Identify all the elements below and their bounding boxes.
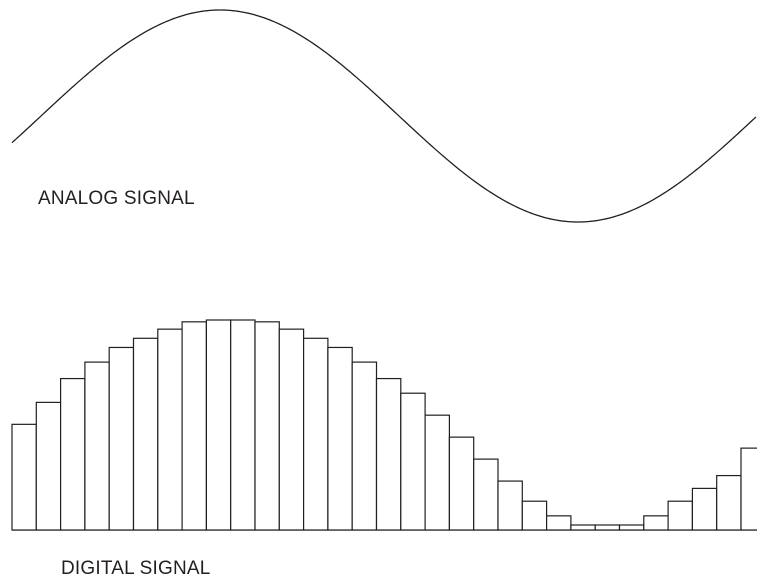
digital-bar-21 xyxy=(497,480,523,531)
digital-bar-5 xyxy=(108,346,135,531)
digital-bar-14 xyxy=(327,346,353,531)
analog-sine-wave xyxy=(11,9,757,223)
digital-bar-7 xyxy=(157,328,183,531)
digital-bar-6 xyxy=(132,337,159,531)
digital-bar-15 xyxy=(351,361,378,531)
digital-bar-12 xyxy=(278,328,305,531)
analog-signal xyxy=(11,9,757,223)
digital-bar-17 xyxy=(400,392,426,531)
digital-bar-3 xyxy=(59,377,86,531)
digital-bar-30 xyxy=(716,474,742,531)
digital-bar-28 xyxy=(667,500,693,531)
digital-bar-27 xyxy=(643,515,669,531)
digital-bar-20 xyxy=(473,458,499,531)
digital-bar-18 xyxy=(424,414,451,531)
digital-bar-8 xyxy=(181,321,208,531)
digital-bar-23 xyxy=(545,515,572,531)
digital-bar-25 xyxy=(594,524,621,531)
digital-bar-26 xyxy=(618,524,645,531)
digital-bar-1 xyxy=(11,423,37,531)
digital-bar-29 xyxy=(691,487,718,531)
digital-bar-31 xyxy=(740,447,757,531)
digital-bar-24 xyxy=(570,524,596,531)
digital-bar-9 xyxy=(205,319,232,531)
digital-bar-16 xyxy=(375,377,402,531)
digital-signal xyxy=(11,319,757,531)
digital-bar-2 xyxy=(35,401,62,531)
digital-bar-11 xyxy=(254,321,280,531)
digital-signal-label: DIGITAL SIGNAL xyxy=(61,558,211,579)
digital-bar-4 xyxy=(84,361,110,531)
digital-bar-13 xyxy=(303,337,329,531)
digital-bar-19 xyxy=(448,436,475,531)
analog-signal-label: ANALOG SIGNAL xyxy=(38,188,195,209)
digital-bars xyxy=(11,319,757,531)
digital-bar-22 xyxy=(521,500,548,531)
digital-bar-10 xyxy=(230,319,256,531)
